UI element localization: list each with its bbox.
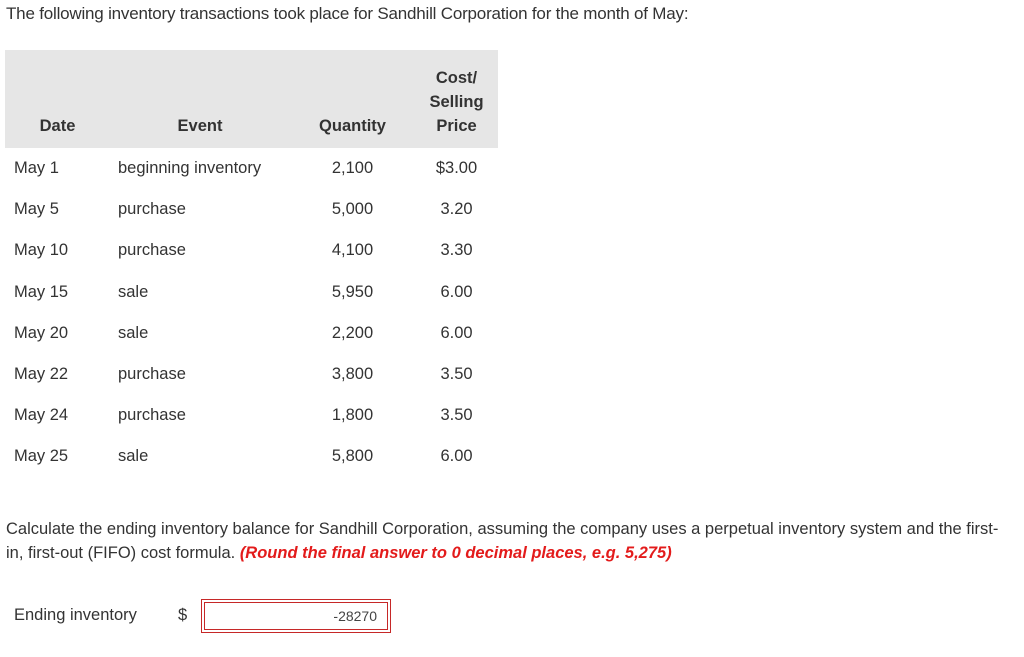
cell-quantity: 4,100 [331, 241, 374, 260]
intro-text: The following inventory transactions too… [6, 4, 689, 23]
cell-event: purchase [118, 200, 186, 219]
cell-quantity: 2,100 [331, 159, 374, 178]
cell-date: May 15 [14, 282, 69, 301]
cell-event: sale [118, 447, 149, 466]
table-row: May 25 sale 5,800 6.00 [5, 436, 498, 477]
cell-price: 3.20 [440, 200, 473, 219]
table-header-row: Date Event Quantity Cost/ Selling Price [5, 50, 498, 148]
currency-symbol: $ [178, 606, 188, 624]
question-text: Calculate the ending inventory balance f… [6, 517, 1006, 565]
cell-event: sale [118, 282, 149, 301]
cell-quantity: 1,800 [331, 406, 374, 425]
header-price-line1: Cost/ [435, 69, 478, 87]
cell-price: 3.50 [440, 406, 473, 425]
question-body: Calculate the ending inventory balance f… [6, 520, 999, 562]
cell-price: $3.00 [435, 159, 478, 178]
cell-event: beginning inventory [118, 159, 262, 178]
table-row: May 20 sale 2,200 6.00 [5, 313, 498, 354]
table-row: May 5 purchase 5,000 3.20 [5, 189, 498, 230]
cell-quantity: 5,950 [331, 282, 374, 301]
header-date: Date [5, 50, 110, 148]
ending-inventory-input[interactable]: -28270 [204, 602, 388, 630]
cell-date: May 5 [14, 200, 59, 219]
cell-date: May 22 [14, 365, 69, 384]
cell-price: 6.00 [440, 447, 473, 466]
cell-date: May 10 [14, 241, 69, 260]
cell-price: 3.30 [440, 241, 473, 260]
cell-price: 6.00 [440, 323, 473, 342]
cell-event: purchase [118, 406, 186, 425]
ending-inventory-label: Ending inventory [14, 606, 137, 624]
table-row: May 1 beginning inventory 2,100 $3.00 [5, 148, 498, 189]
cell-event: purchase [118, 241, 186, 260]
cell-date: May 1 [14, 159, 59, 178]
header-price: Cost/ Selling Price [415, 50, 498, 148]
inventory-table: Date Event Quantity Cost/ Selling Price … [5, 50, 498, 478]
cell-quantity: 5,800 [331, 447, 374, 466]
header-event: Event [110, 50, 290, 148]
cell-date: May 25 [14, 447, 69, 466]
cell-price: 6.00 [440, 282, 473, 301]
cell-date: May 24 [14, 406, 69, 425]
rounding-instruction: (Round the final answer to 0 decimal pla… [239, 544, 672, 562]
table-row: May 22 purchase 3,800 3.50 [5, 354, 498, 395]
cell-event: sale [118, 323, 149, 342]
cell-quantity: 3,800 [331, 365, 374, 384]
header-quantity: Quantity [290, 50, 415, 148]
cell-quantity: 2,200 [331, 323, 374, 342]
table-row: May 15 sale 5,950 6.00 [5, 272, 498, 313]
table-row: May 24 purchase 1,800 3.50 [5, 395, 498, 436]
header-price-line3: Price [436, 117, 477, 135]
cell-event: purchase [118, 365, 186, 384]
table-row: May 10 purchase 4,100 3.30 [5, 230, 498, 271]
cell-price: 3.50 [440, 365, 473, 384]
cell-date: May 20 [14, 323, 69, 342]
ending-inventory-input-frame[interactable]: -28270 [201, 599, 391, 633]
header-price-line2: Selling [429, 93, 484, 111]
cell-quantity: 5,000 [331, 200, 374, 219]
